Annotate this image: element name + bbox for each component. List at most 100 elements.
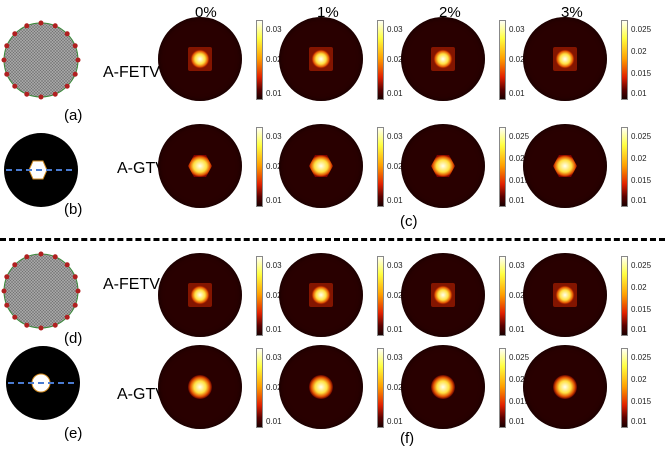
inclusion-blob — [431, 47, 455, 71]
colorbar-tick-label: 0.02 — [631, 47, 647, 56]
reconstruction-image — [279, 17, 363, 101]
colorbar — [621, 20, 628, 100]
colorbar-tick-label: 0.02 — [266, 162, 282, 171]
colorbar — [621, 127, 628, 207]
reconstruction-image — [401, 17, 485, 101]
colorbar-tick-label: 0.01 — [266, 416, 282, 426]
mesh-image-d — [1, 251, 81, 331]
colorbar-tick-label: 0.015 — [631, 396, 652, 406]
colorbar-tick-label: 0.01 — [509, 195, 525, 205]
colorbar — [499, 127, 506, 207]
colorbar-tick-label: 0.025 — [631, 131, 652, 141]
colorbar-tick-label: 0.025 — [631, 24, 652, 34]
colorbar-tick-label: 0.01 — [631, 324, 647, 334]
panel-label-e: (e) — [64, 425, 83, 442]
reconstruction-image — [158, 124, 242, 208]
colorbar-tick-label: 0.02 — [631, 375, 647, 384]
inclusion-blob — [309, 47, 333, 71]
reconstruction-image — [158, 345, 242, 429]
colorbar-tick-label: 0.025 — [509, 131, 530, 141]
colorbar-tick-label: 0.01 — [387, 88, 403, 98]
inclusion-blob — [553, 155, 577, 177]
colorbar-tick-label: 0.03 — [387, 352, 403, 362]
colorbar — [256, 127, 263, 207]
inclusion-blob — [553, 283, 577, 307]
colorbar-tick-label: 0.03 — [509, 24, 525, 34]
colorbar-tick-label: 0.03 — [266, 131, 282, 141]
inclusion-blob — [553, 375, 577, 399]
row-label-3: A-FETV — [103, 276, 160, 293]
colorbar-tick-label: 0.025 — [631, 352, 652, 362]
colorbar-tick-label: 0.02 — [387, 383, 403, 392]
colorbar-tick-label: 0.03 — [387, 24, 403, 34]
colorbar — [499, 256, 506, 336]
reconstruction-image — [401, 253, 485, 337]
colorbar-tick-label: 0.015 — [631, 68, 652, 78]
colorbar-tick-label: 0.02 — [631, 154, 647, 163]
inclusion-blob — [431, 155, 455, 177]
colorbar-tick-label: 0.03 — [387, 131, 403, 141]
colorbar — [499, 348, 506, 428]
colorbar-tick-label: 0.01 — [631, 88, 647, 98]
reconstruction-image — [279, 345, 363, 429]
colorbar-tick-label: 0.03 — [266, 24, 282, 34]
inclusion-blob — [553, 47, 577, 71]
column-header-3: 3% — [561, 4, 583, 21]
colorbar — [621, 348, 628, 428]
colorbar-tick-label: 0.02 — [387, 291, 403, 300]
colorbar-tick-label: 0.01 — [266, 88, 282, 98]
inclusion-blob — [188, 155, 212, 177]
colorbar-tick-label: 0.025 — [509, 352, 530, 362]
colorbar-tick-label: 0.03 — [509, 260, 525, 270]
colorbar-tick-label: 0.03 — [266, 352, 282, 362]
colorbar-tick-label: 0.01 — [387, 416, 403, 426]
inclusion-blob — [431, 375, 455, 399]
reconstruction-image — [158, 253, 242, 337]
reconstruction-image — [523, 253, 607, 337]
colorbar-tick-label: 0.01 — [387, 195, 403, 205]
colorbar-tick-label: 0.02 — [631, 283, 647, 292]
colorbar-tick-label: 0.01 — [509, 324, 525, 334]
colorbar — [499, 20, 506, 100]
row-label-2: A-GTV — [117, 160, 166, 177]
reconstruction-image — [279, 124, 363, 208]
panel-label-b: (b) — [64, 201, 83, 218]
reconstruction-image — [401, 345, 485, 429]
phantom-image-b — [4, 133, 78, 207]
colorbar-tick-label: 0.02 — [266, 291, 282, 300]
colorbar-tick-label: 0.025 — [631, 260, 652, 270]
colorbar — [377, 348, 384, 428]
reconstruction-image — [158, 17, 242, 101]
panel-label-a: (a) — [64, 107, 83, 124]
reconstruction-image — [523, 17, 607, 101]
colorbar-tick-label: 0.03 — [266, 260, 282, 270]
colorbar-tick-label: 0.02 — [387, 55, 403, 64]
section-divider — [0, 238, 665, 241]
colorbar-tick-label: 0.015 — [631, 175, 652, 185]
colorbar-tick-label: 0.03 — [387, 260, 403, 270]
colorbar-tick-label: 0.015 — [509, 175, 530, 185]
reconstruction-image — [523, 124, 607, 208]
mesh-image-a — [1, 20, 81, 100]
column-header-2: 2% — [439, 4, 461, 21]
colorbar-tick-label: 0.01 — [387, 324, 403, 334]
inclusion-blob — [309, 375, 333, 399]
colorbar-tick-label: 0.02 — [266, 383, 282, 392]
reconstruction-image — [523, 345, 607, 429]
colorbar-tick-label: 0.01 — [266, 195, 282, 205]
inclusion-blob — [188, 283, 212, 307]
inclusion-blob — [309, 283, 333, 307]
colorbar — [377, 127, 384, 207]
inclusion-blob — [431, 283, 455, 307]
colorbar — [256, 348, 263, 428]
colorbar — [621, 256, 628, 336]
row-label-4: A-GTV — [117, 386, 166, 403]
colorbar-tick-label: 0.02 — [509, 154, 525, 163]
reconstruction-image — [401, 124, 485, 208]
colorbar — [377, 256, 384, 336]
row-label-1: A-FETV — [103, 64, 160, 81]
colorbar-tick-label: 0.015 — [631, 304, 652, 314]
colorbar-tick-label: 0.01 — [266, 324, 282, 334]
colorbar-tick-label: 0.01 — [631, 195, 647, 205]
colorbar-tick-label: 0.02 — [509, 291, 525, 300]
